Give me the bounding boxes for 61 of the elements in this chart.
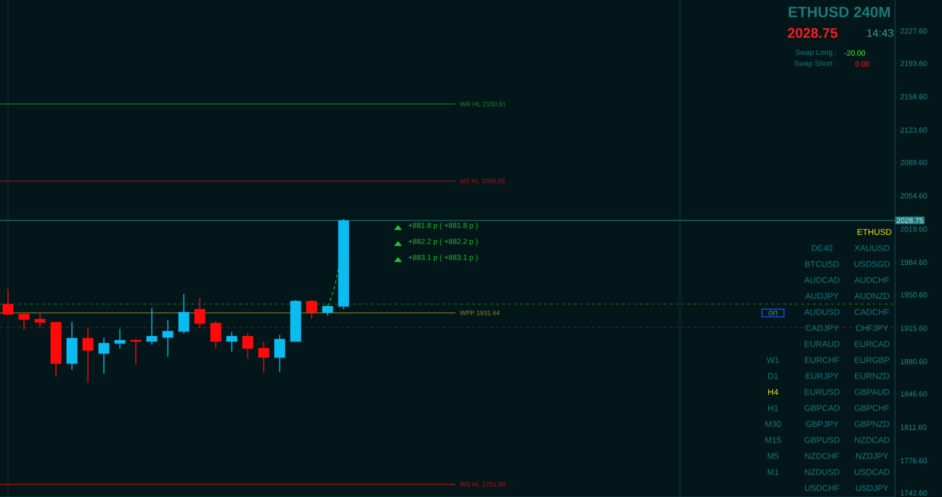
- annotation: EURCHF: [805, 356, 840, 363]
- annotation: H1: [768, 405, 778, 411]
- candlestick: [146, 307, 158, 346]
- annotation: USDCAD: [854, 468, 890, 475]
- candlestick: [178, 293, 190, 334]
- annotation: NZDJPY: [856, 453, 888, 459]
- annotation: W1: [766, 357, 779, 363]
- candlestick: [194, 297, 206, 328]
- annotation: GBPAUD: [854, 388, 890, 395]
- annotation: AUDUSD: [804, 308, 840, 315]
- annotation: M5: [768, 453, 779, 459]
- annotation: EURGBP: [854, 356, 890, 363]
- annotation: H4: [768, 389, 778, 395]
- annotation: USDSGD: [854, 260, 890, 267]
- annotation: GBPCHF: [854, 404, 890, 411]
- text: 2028.75: [788, 28, 838, 38]
- annotation: BTCUSD: [805, 260, 839, 267]
- annotation: NZDCHF: [805, 452, 840, 459]
- annotation: M1: [768, 469, 778, 475]
- candlestick: [34, 312, 46, 328]
- annotation: CHFJPY: [856, 324, 888, 331]
- candlestick: [82, 327, 94, 384]
- candlestick: [306, 299, 318, 320]
- chart-title: ETHUSD 240M: [788, 6, 890, 18]
- annotation: CADCHF: [854, 308, 890, 315]
- candlestick: [258, 341, 270, 374]
- annotation: EURUSD: [804, 388, 840, 395]
- candlestick: [210, 320, 222, 350]
- candlestick: [114, 328, 126, 350]
- candlestick: [18, 312, 30, 330]
- annotation: USDJPY: [856, 484, 889, 491]
- annotation: XAUUSD: [854, 244, 890, 251]
- annotation: CADJPY: [806, 324, 839, 331]
- candlestick: [274, 334, 286, 372]
- annotation: on: [768, 310, 778, 316]
- annotation: M30: [765, 420, 781, 427]
- annotation: USDCHF: [805, 484, 840, 491]
- annotation: DE40: [812, 244, 832, 251]
- annotation: AUDJPY: [805, 293, 839, 299]
- candlestick: [242, 332, 254, 360]
- annotation: D1: [768, 373, 778, 379]
- annotation: EURNZD: [855, 373, 890, 379]
- annotation: NZDCAD: [855, 436, 890, 443]
- annotation: M15: [765, 437, 781, 443]
- annotation: EURJPY: [806, 373, 839, 379]
- annotation: GBPUSD: [804, 436, 840, 443]
- annotation: EURCAD: [854, 340, 890, 347]
- annotation: NZDUSD: [805, 468, 840, 475]
- annotation: 14:43: [867, 29, 894, 37]
- candlestick: [98, 337, 110, 374]
- annotation: AUDCAD: [804, 276, 840, 283]
- annotation: GBPNZD: [854, 420, 890, 427]
- annotation: AUDNZD: [854, 293, 890, 299]
- annotation: GBPCAD: [804, 404, 840, 411]
- annotation: GBPJPY: [806, 420, 839, 427]
- annotation: ETHUSD: [858, 228, 892, 235]
- candlestick: [2, 288, 14, 316]
- annotation: EURAUD: [804, 341, 840, 347]
- candlestick: [162, 319, 174, 358]
- annotation: AUDCHF: [854, 276, 890, 283]
- candlestick: [226, 331, 238, 352]
